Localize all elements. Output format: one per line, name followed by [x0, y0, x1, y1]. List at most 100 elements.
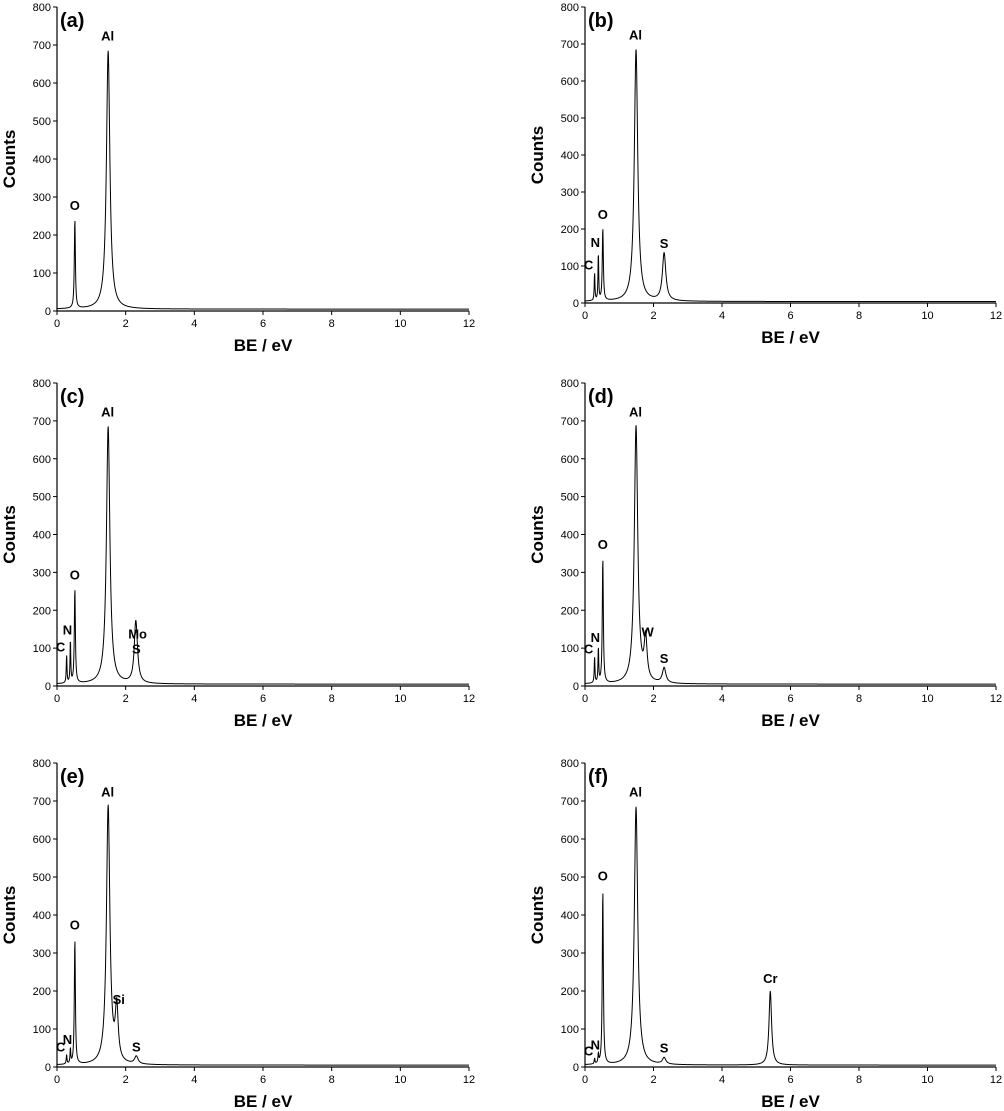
- y-tick-label: 500: [561, 492, 579, 504]
- x-tick-label: 12: [990, 1074, 1002, 1086]
- y-tick-label: 800: [33, 2, 51, 14]
- peak-label-c: C: [584, 1043, 594, 1058]
- y-tick-label: 100: [33, 1024, 51, 1036]
- panel-label: (e): [60, 766, 84, 788]
- x-tick-label: 2: [650, 1074, 656, 1086]
- peak-label-o: O: [70, 918, 80, 933]
- y-axis-title: Counts: [528, 126, 547, 185]
- y-tick-label: 400: [561, 910, 579, 922]
- panel-label: (f): [588, 766, 608, 788]
- x-tick-label: 0: [54, 318, 60, 330]
- y-tick-label: 400: [33, 910, 51, 922]
- y-tick-label: 700: [33, 796, 51, 808]
- y-axis-title: Counts: [0, 130, 19, 189]
- x-tick-label: 4: [719, 310, 725, 322]
- x-tick-label: 10: [921, 310, 933, 322]
- x-axis-title: BE / eV: [761, 711, 820, 730]
- peak-label-o: O: [598, 868, 608, 883]
- x-tick-label: 12: [990, 310, 1002, 322]
- x-tick-label: 10: [921, 693, 933, 705]
- y-tick-label: 100: [561, 261, 579, 273]
- y-tick-label: 200: [33, 605, 51, 617]
- y-tick-label: 400: [561, 530, 579, 542]
- peak-label-c: C: [56, 640, 66, 655]
- spectrum-line: [584, 49, 996, 303]
- x-tick-label: 0: [582, 693, 588, 705]
- y-tick-label: 500: [33, 492, 51, 504]
- peak-label-s: S: [132, 1040, 141, 1055]
- y-tick-label: 600: [561, 834, 579, 846]
- x-tick-label: 10: [394, 693, 406, 705]
- y-tick-label: 800: [561, 758, 579, 770]
- y-tick-label: 100: [561, 1024, 579, 1036]
- peak-label-s: S: [660, 1041, 669, 1056]
- peak-label-c: C: [584, 257, 594, 272]
- y-tick-label: 300: [561, 567, 579, 579]
- y-tick-label: 200: [561, 605, 579, 617]
- peak-label-n: N: [591, 630, 600, 645]
- peak-label-c: C: [56, 1040, 66, 1055]
- y-tick-label: 700: [33, 40, 51, 52]
- x-tick-label: 4: [719, 693, 725, 705]
- spectrum-panel-d: 0 100 200 300 400 500 600 700 800 0 2 4 6 8 10 12 BE / e…: [528, 378, 1002, 730]
- spectrum-panel-a: 0 100 200 300 400 500 600 700 800 0 2 4 6 8 10 12 BE / e…: [0, 2, 475, 355]
- y-tick-label: 200: [561, 986, 579, 998]
- peak-label-s: S: [132, 641, 141, 656]
- peak-label-o: O: [70, 567, 80, 582]
- y-axis-title: Counts: [528, 505, 547, 564]
- y-tick-label: 700: [561, 39, 579, 51]
- y-tick-label: 200: [33, 230, 51, 242]
- x-axis-title: BE / eV: [234, 711, 293, 730]
- peak-label-al: Al: [101, 29, 114, 44]
- spectrum-panel-e: 0 100 200 300 400 500 600 700 800 0 2 4 6 8 10 12 BE / e…: [0, 758, 475, 1111]
- x-tick-label: 6: [787, 693, 793, 705]
- x-tick-label: 6: [787, 310, 793, 322]
- x-tick-label: 12: [463, 318, 475, 330]
- x-tick-label: 10: [921, 1074, 933, 1086]
- peak-label-n: N: [591, 235, 600, 250]
- x-tick-label: 0: [54, 1074, 60, 1086]
- y-tick-label: 400: [33, 530, 51, 542]
- peak-label-al: Al: [101, 785, 114, 800]
- x-tick-label: 0: [582, 1074, 588, 1086]
- x-tick-label: 2: [650, 310, 656, 322]
- y-tick-label: 600: [561, 454, 579, 466]
- peak-label-al: Al: [101, 405, 114, 420]
- peak-label-o: O: [70, 198, 80, 213]
- x-tick-label: 8: [329, 1074, 335, 1086]
- peak-label-c: C: [584, 642, 594, 657]
- y-tick-label: 800: [33, 758, 51, 770]
- x-tick-label: 8: [856, 1074, 862, 1086]
- y-tick-label: 100: [33, 268, 51, 280]
- panel-label: (c): [60, 386, 84, 408]
- panel-label: (b): [588, 10, 614, 32]
- peak-label-cr: Cr: [763, 971, 777, 986]
- x-tick-label: 12: [463, 693, 475, 705]
- y-tick-label: 400: [33, 154, 51, 166]
- peak-label-s: S: [660, 651, 669, 666]
- y-tick-label: 600: [33, 834, 51, 846]
- y-axis-title: Counts: [0, 505, 19, 564]
- x-tick-label: 12: [990, 693, 1002, 705]
- x-tick-label: 0: [582, 310, 588, 322]
- peak-label-o: O: [598, 537, 608, 552]
- y-tick-label: 0: [45, 1062, 51, 1074]
- y-tick-label: 800: [561, 2, 579, 14]
- peak-label-n: N: [591, 1038, 600, 1053]
- x-tick-label: 4: [191, 693, 197, 705]
- x-tick-label: 8: [856, 310, 862, 322]
- x-tick-label: 8: [329, 693, 335, 705]
- x-tick-label: 0: [54, 693, 60, 705]
- x-tick-label: 2: [123, 1074, 129, 1086]
- spectrum-line: [584, 425, 996, 685]
- peak-label-mo: Mo: [128, 626, 147, 641]
- spectrum-panel-f: 0 100 200 300 400 500 600 700 800 0 2 4 6 8 10 12 BE / e…: [528, 758, 1002, 1111]
- spectrum-line: [56, 426, 469, 685]
- y-tick-label: 800: [561, 378, 579, 390]
- y-tick-label: 0: [573, 298, 579, 310]
- y-tick-label: 700: [561, 416, 579, 428]
- x-axis-title: BE / eV: [761, 1092, 820, 1111]
- y-tick-label: 800: [33, 378, 51, 390]
- x-tick-label: 2: [123, 693, 129, 705]
- x-tick-label: 2: [650, 693, 656, 705]
